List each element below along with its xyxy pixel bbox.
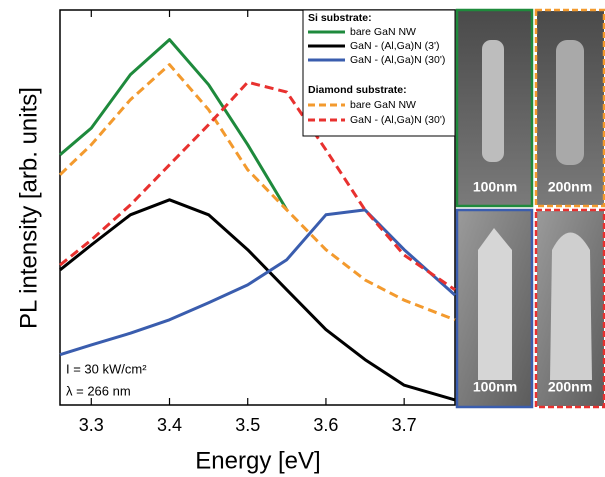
legend-label: GaN - (Al,Ga)N (30') (350, 54, 445, 66)
nanowire (482, 40, 504, 162)
sem-panels: 100nm 200nm 100nm 200nm (455, 8, 605, 409)
annotation: I = 30 kW/cm² (66, 361, 147, 376)
frame (534, 208, 605, 409)
series-line (59, 80, 456, 292)
scale-bar-label: 200nm (548, 179, 592, 195)
y-axis-label: PL intensity [arb. units] (15, 87, 42, 329)
x-tick-label: 3.5 (235, 415, 260, 435)
plot-frame (59, 9, 456, 406)
scale-bar-label: 200nm (548, 379, 592, 395)
series-line (59, 198, 456, 402)
annotation: λ = 266 nm (66, 383, 131, 398)
frame (534, 8, 605, 208)
x-tick-label: 3.6 (313, 415, 338, 435)
legend-title: Diamond substrate: (308, 84, 407, 96)
legend-label: GaN - (Al,Ga)N (30') (350, 114, 445, 126)
legend-title: Si substrate: (308, 12, 372, 24)
x-tick-label: 3.3 (79, 415, 104, 435)
frame (455, 208, 534, 409)
scale-bar-label: 100nm (473, 379, 517, 395)
nanowire (550, 232, 592, 380)
frame (455, 8, 534, 208)
scale-bar-label: 100nm (473, 179, 517, 195)
legend-label: bare GaN NW (350, 99, 416, 111)
series-line (58, 63, 456, 322)
legend-label: bare GaN NW (350, 26, 416, 38)
x-axis-label: Energy [eV] (195, 447, 320, 474)
nanowire (556, 40, 584, 165)
x-tick-label: 3.4 (157, 415, 182, 435)
legend-label: GaN - (Al,Ga)N (3') (350, 40, 440, 52)
x-tick-label: 3.7 (392, 415, 417, 435)
series-line (59, 208, 456, 357)
series-line (59, 38, 289, 211)
nanowire (478, 228, 512, 380)
